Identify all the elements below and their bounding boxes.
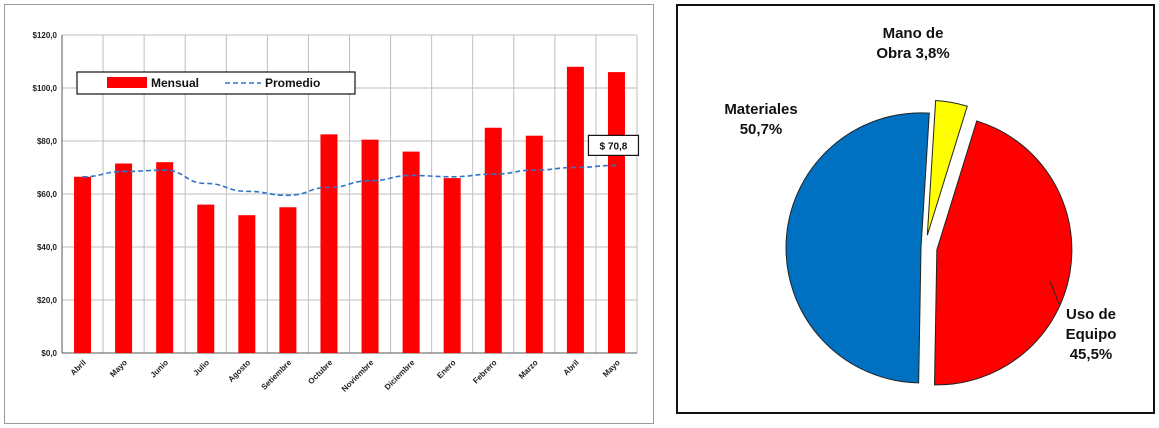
x-tick-label: Agosto: [226, 358, 252, 384]
bar: [156, 162, 174, 353]
x-tick-label: Setiembre: [260, 358, 294, 392]
pie-slice: [933, 120, 1073, 386]
callout-box: [587, 134, 640, 156]
pie-slice: [785, 112, 930, 384]
y-tick-label: $60,0: [37, 190, 58, 199]
x-tick-label: Mayo: [601, 358, 622, 379]
bar: [74, 176, 92, 353]
bar: [238, 215, 256, 353]
bar: [361, 139, 379, 353]
bar: [320, 134, 338, 353]
bar: [279, 207, 297, 353]
pie-slice-label: Materiales: [724, 101, 797, 118]
x-tick-label: Abril: [69, 358, 88, 377]
pie-slice-label: Obra 3,8%: [876, 45, 949, 62]
y-tick-label: $80,0: [37, 137, 58, 146]
bar: [484, 127, 502, 353]
bar: [115, 163, 133, 353]
y-tick-label: $40,0: [37, 243, 58, 252]
pie-slice: [926, 99, 968, 236]
x-tick-label: Julio: [192, 358, 212, 378]
pie-slice-label: 50,7%: [740, 121, 783, 138]
bar-chart-svg: $0,0 $20,0 $40,0 $60,0 $80,0 $100,0 $120,0 Abri…: [33, 31, 640, 394]
legend-label: Promedio: [265, 76, 320, 90]
x-tick-label: Octubre: [306, 358, 334, 386]
bar: [197, 204, 215, 353]
bar: [443, 178, 461, 353]
bar: [607, 72, 625, 353]
legend-label: Mensual: [151, 76, 199, 90]
y-tick-label: $0,0: [41, 349, 57, 358]
pie-slice-label: Mano de: [883, 25, 944, 42]
monthly-bar-chart: $0,0 $20,0 $40,0 $60,0 $80,0 $100,0 $120,0 Abri…: [4, 4, 654, 424]
x-tick-label: Marzo: [517, 358, 540, 381]
pie-slice-label: Equipo: [1066, 326, 1117, 343]
x-tick-label: Abril: [562, 358, 581, 377]
cost-pie-chart: Materiales 50,7% Mano de Obra 3,8% Uso de Equ…: [676, 4, 1155, 414]
average-line: [82, 164, 617, 197]
average-callout: $ 70,8: [587, 134, 640, 156]
legend-swatch-bar: [107, 77, 147, 88]
y-tick-label: $100,0: [33, 84, 58, 93]
bar: [566, 66, 584, 354]
callout-label: $ 70,8: [600, 141, 628, 152]
x-tick-label: Junio: [149, 358, 171, 380]
y-tick-label: $120,0: [33, 31, 58, 40]
pie-leader-line: [1049, 280, 1060, 305]
x-tick-label: Diciembre: [383, 358, 417, 392]
x-tick-label: Noviembre: [340, 358, 376, 394]
bar: [402, 151, 420, 353]
legend: Mensual Promedio: [76, 71, 356, 95]
x-tick-label: Febrero: [471, 358, 499, 386]
x-tick-label: Mayo: [108, 358, 129, 379]
y-tick-label: $20,0: [37, 296, 58, 305]
x-tick-label: Enero: [435, 358, 457, 380]
pie-slice-label: Uso de: [1066, 306, 1116, 323]
pie-slice-label: 45,5%: [1070, 346, 1113, 363]
bar: [525, 135, 543, 353]
pie-chart-svg: Materiales 50,7% Mano de Obra 3,8% Uso de Equ…: [724, 25, 1117, 386]
